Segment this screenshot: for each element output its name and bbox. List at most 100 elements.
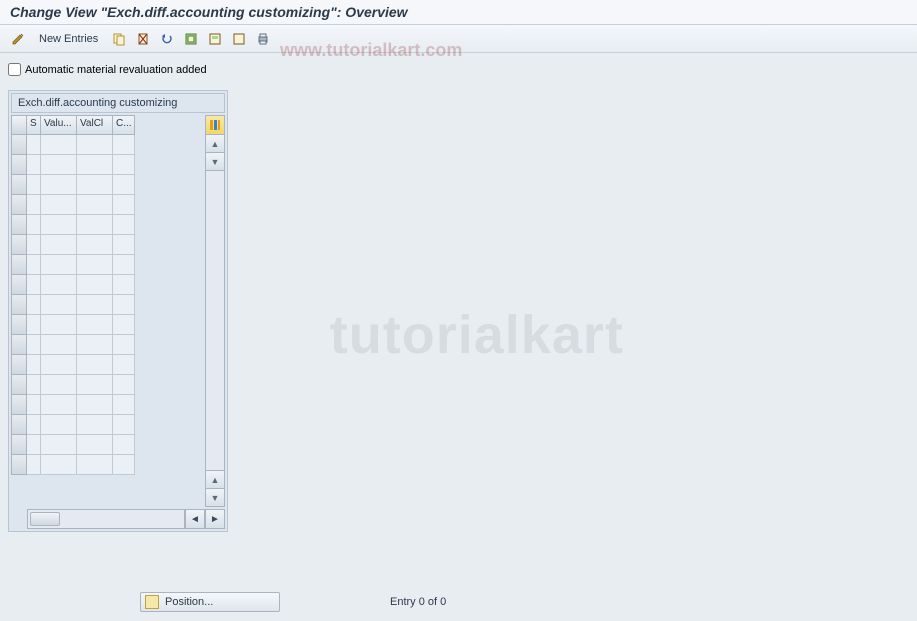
row-selector[interactable] xyxy=(11,455,27,475)
cell-s[interactable] xyxy=(27,135,41,155)
cell-c[interactable] xyxy=(113,395,135,415)
col-header-c[interactable]: C... xyxy=(113,115,135,135)
row-selector[interactable] xyxy=(11,195,27,215)
cell-valu[interactable] xyxy=(41,155,77,175)
cell-s[interactable] xyxy=(27,415,41,435)
row-selector[interactable] xyxy=(11,375,27,395)
cell-c[interactable] xyxy=(113,335,135,355)
cell-valu[interactable] xyxy=(41,255,77,275)
cell-s[interactable] xyxy=(27,315,41,335)
cell-valcl[interactable] xyxy=(77,435,113,455)
cell-s[interactable] xyxy=(27,215,41,235)
print-icon[interactable] xyxy=(253,29,273,49)
cell-valcl[interactable] xyxy=(77,215,113,235)
cell-s[interactable] xyxy=(27,155,41,175)
cell-valu[interactable] xyxy=(41,175,77,195)
row-selector[interactable] xyxy=(11,435,27,455)
row-selector[interactable] xyxy=(11,235,27,255)
hscroll-track[interactable] xyxy=(28,510,184,528)
cell-valcl[interactable] xyxy=(77,235,113,255)
cell-c[interactable] xyxy=(113,255,135,275)
cell-valcl[interactable] xyxy=(77,335,113,355)
vertical-scrollbar[interactable]: ▲ ▼ ▲ ▼ xyxy=(205,135,225,507)
cell-valcl[interactable] xyxy=(77,175,113,195)
new-entries-button[interactable]: New Entries xyxy=(32,30,105,48)
cell-c[interactable] xyxy=(113,375,135,395)
row-selector[interactable] xyxy=(11,155,27,175)
delete-icon[interactable] xyxy=(133,29,153,49)
row-selector[interactable] xyxy=(11,135,27,155)
row-selector[interactable] xyxy=(11,335,27,355)
cell-valu[interactable] xyxy=(41,355,77,375)
cell-c[interactable] xyxy=(113,175,135,195)
cell-s[interactable] xyxy=(27,355,41,375)
cell-valu[interactable] xyxy=(41,335,77,355)
cell-valcl[interactable] xyxy=(77,415,113,435)
scroll-down-top-icon[interactable]: ▼ xyxy=(206,153,224,171)
row-selector[interactable] xyxy=(11,175,27,195)
cell-c[interactable] xyxy=(113,435,135,455)
select-block-icon[interactable] xyxy=(205,29,225,49)
cell-s[interactable] xyxy=(27,395,41,415)
cell-valu[interactable] xyxy=(41,295,77,315)
cell-c[interactable] xyxy=(113,415,135,435)
row-selector[interactable] xyxy=(11,415,27,435)
cell-valcl[interactable] xyxy=(77,315,113,335)
cell-valu[interactable] xyxy=(41,195,77,215)
toggle-display-change-icon[interactable] xyxy=(8,29,28,49)
cell-valu[interactable] xyxy=(41,235,77,255)
scroll-up-icon[interactable]: ▲ xyxy=(206,135,224,153)
cell-c[interactable] xyxy=(113,315,135,335)
position-button[interactable]: Position... xyxy=(140,592,280,612)
cell-c[interactable] xyxy=(113,195,135,215)
vscroll-track[interactable] xyxy=(206,171,224,470)
cell-s[interactable] xyxy=(27,175,41,195)
cell-valcl[interactable] xyxy=(77,395,113,415)
cell-s[interactable] xyxy=(27,195,41,215)
undo-icon[interactable] xyxy=(157,29,177,49)
cell-s[interactable] xyxy=(27,435,41,455)
copy-icon[interactable] xyxy=(109,29,129,49)
cell-valu[interactable] xyxy=(41,135,77,155)
cell-valcl[interactable] xyxy=(77,275,113,295)
cell-s[interactable] xyxy=(27,235,41,255)
cell-valu[interactable] xyxy=(41,455,77,475)
select-all-icon[interactable] xyxy=(181,29,201,49)
scroll-left-icon[interactable]: ◄ xyxy=(185,509,205,529)
deselect-icon[interactable] xyxy=(229,29,249,49)
cell-c[interactable] xyxy=(113,235,135,255)
row-selector[interactable] xyxy=(11,355,27,375)
row-selector[interactable] xyxy=(11,315,27,335)
cell-valu[interactable] xyxy=(41,315,77,335)
cell-c[interactable] xyxy=(113,355,135,375)
auto-revaluation-checkbox[interactable] xyxy=(8,63,21,76)
cell-s[interactable] xyxy=(27,375,41,395)
cell-valcl[interactable] xyxy=(77,155,113,175)
cell-valu[interactable] xyxy=(41,435,77,455)
cell-valu[interactable] xyxy=(41,275,77,295)
cell-c[interactable] xyxy=(113,215,135,235)
cell-s[interactable] xyxy=(27,335,41,355)
cell-valu[interactable] xyxy=(41,415,77,435)
row-selector[interactable] xyxy=(11,295,27,315)
cell-s[interactable] xyxy=(27,255,41,275)
hscroll-thumb[interactable] xyxy=(30,512,60,526)
row-selector[interactable] xyxy=(11,255,27,275)
cell-s[interactable] xyxy=(27,295,41,315)
cell-c[interactable] xyxy=(113,155,135,175)
scroll-right-icon[interactable]: ► xyxy=(205,509,225,529)
cell-valcl[interactable] xyxy=(77,355,113,375)
scroll-up-bottom-icon[interactable]: ▲ xyxy=(206,470,224,488)
cell-s[interactable] xyxy=(27,455,41,475)
cell-valcl[interactable] xyxy=(77,255,113,275)
cell-valcl[interactable] xyxy=(77,195,113,215)
col-header-valu[interactable]: Valu... xyxy=(41,115,77,135)
horizontal-scrollbar[interactable] xyxy=(27,509,185,529)
row-selector[interactable] xyxy=(11,395,27,415)
scroll-down-icon[interactable]: ▼ xyxy=(206,488,224,506)
row-selector[interactable] xyxy=(11,275,27,295)
row-selector-header[interactable] xyxy=(11,115,27,135)
cell-valu[interactable] xyxy=(41,215,77,235)
cell-valcl[interactable] xyxy=(77,455,113,475)
cell-valcl[interactable] xyxy=(77,375,113,395)
